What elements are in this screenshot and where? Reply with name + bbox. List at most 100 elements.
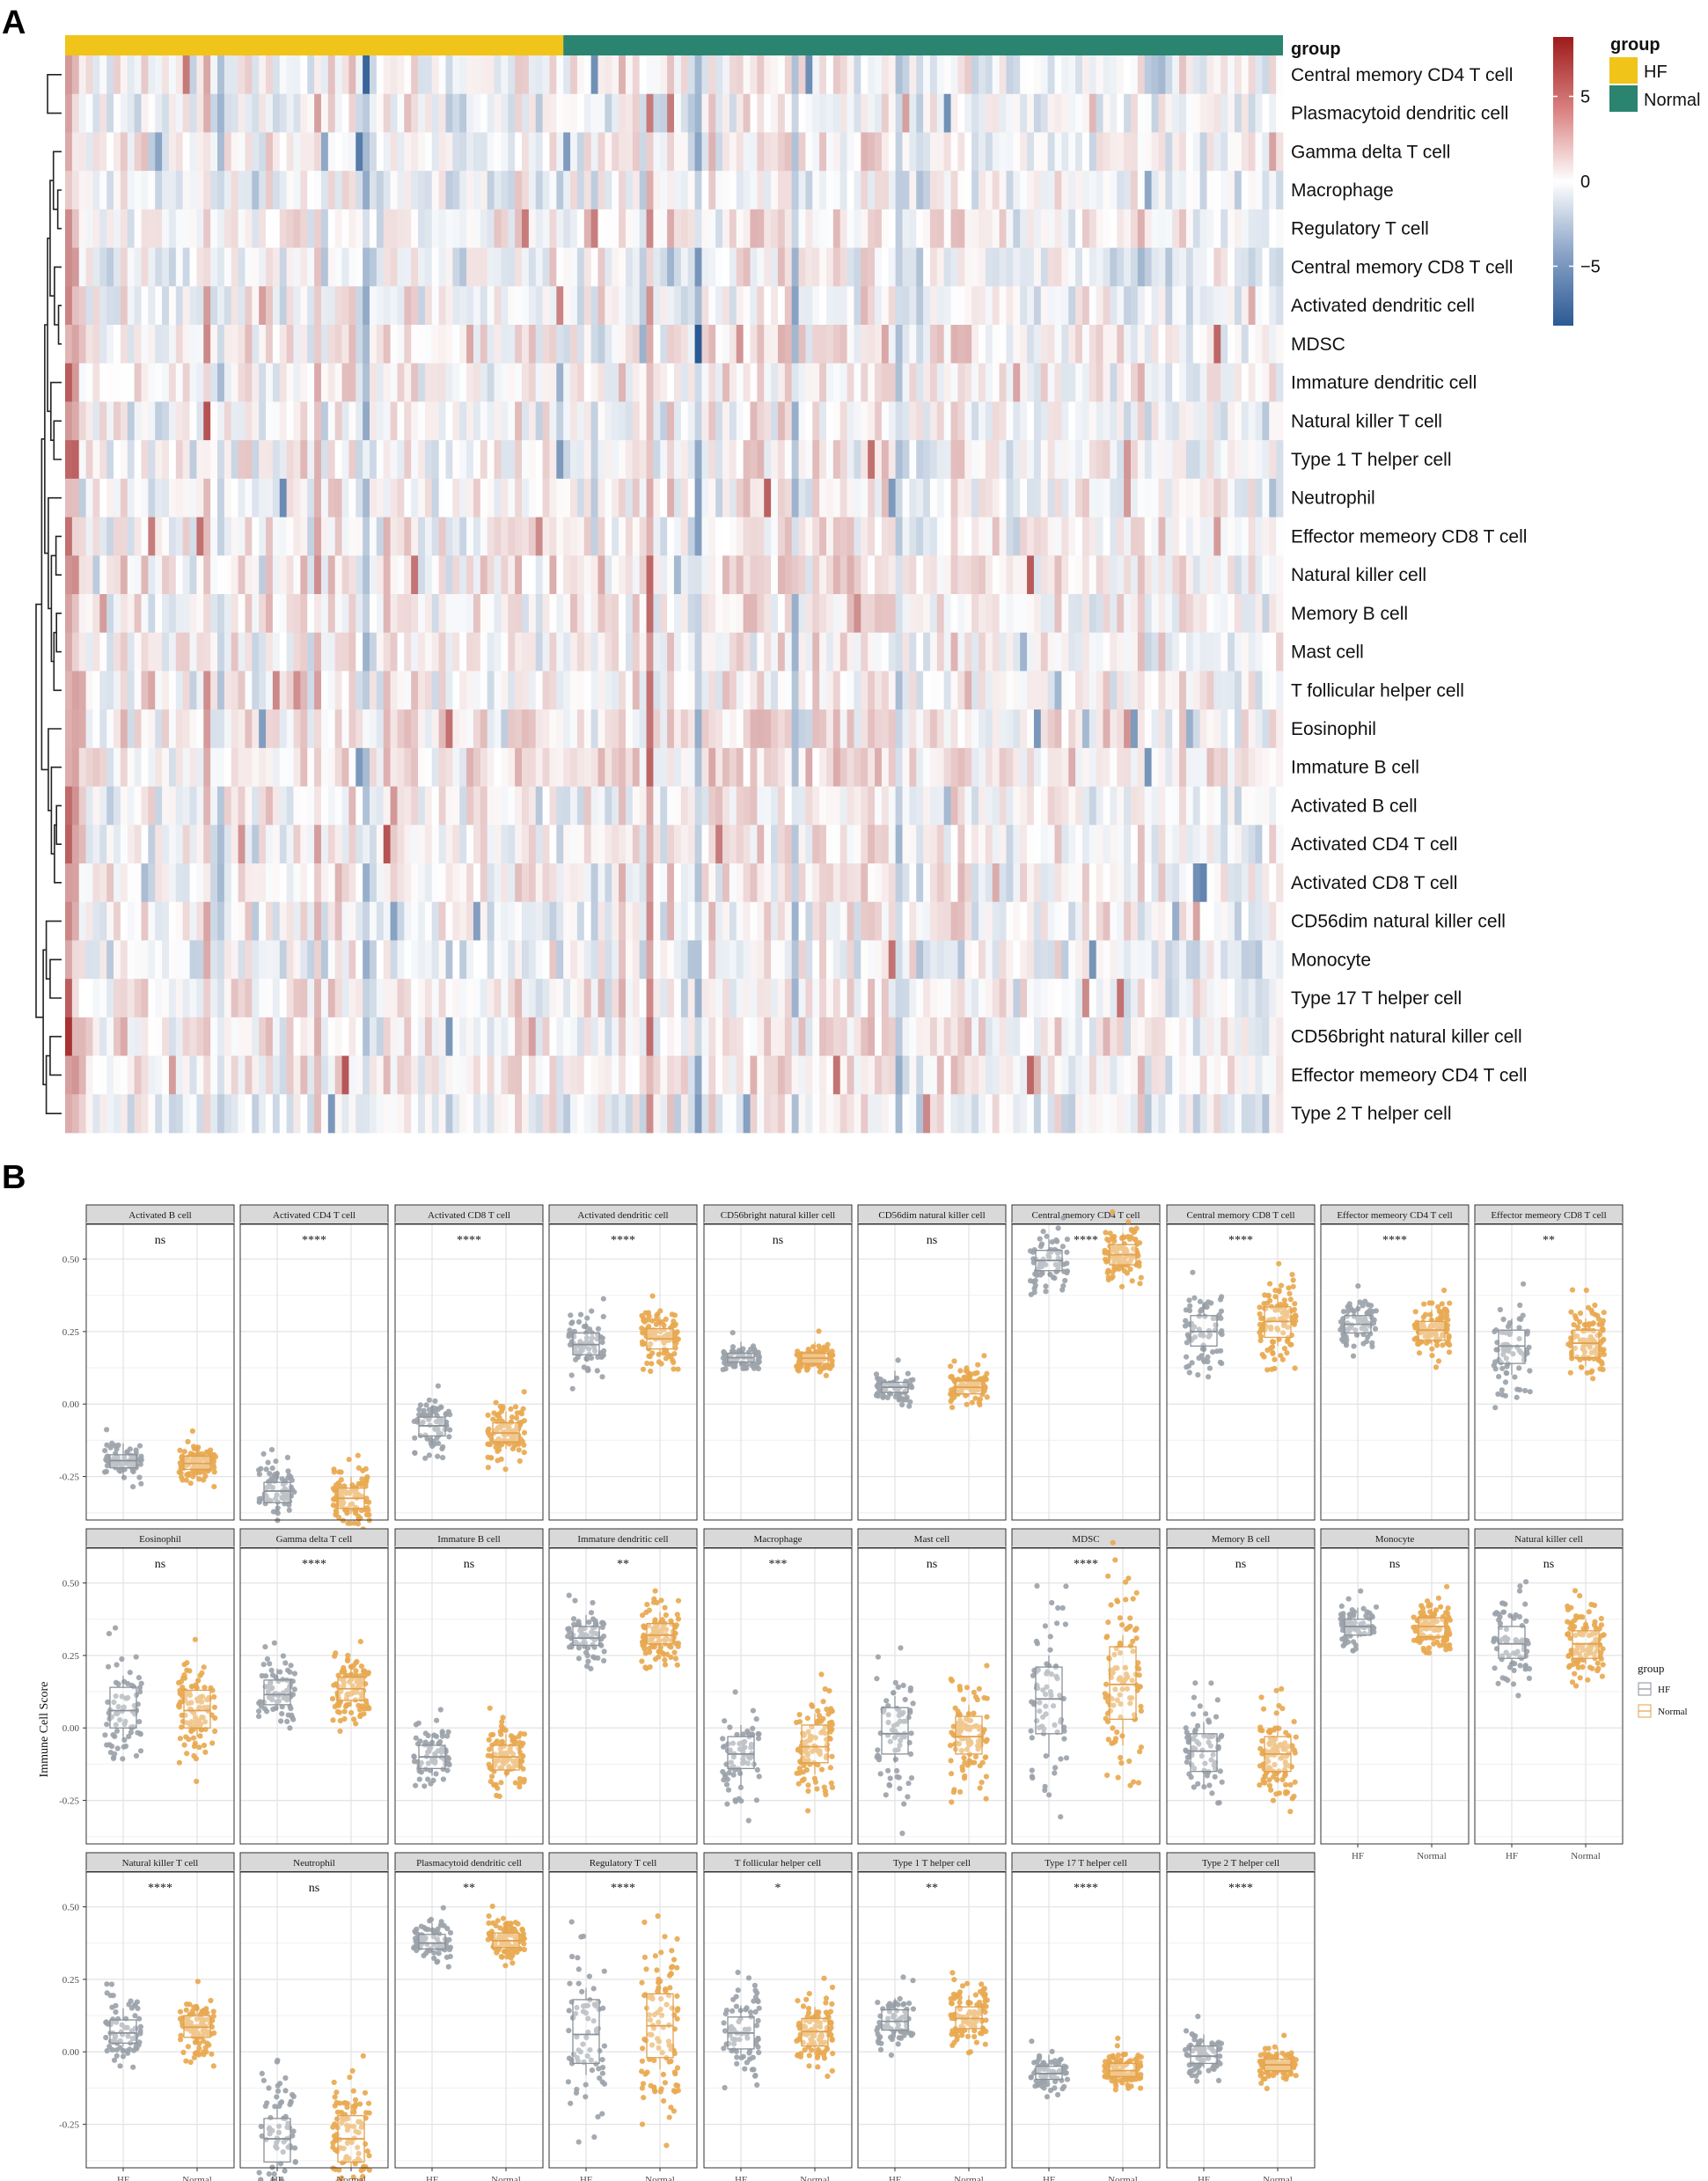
heatmap-cell (563, 1094, 571, 1134)
heatmap-cell (252, 440, 260, 480)
heatmap-cell (950, 979, 958, 1018)
heatmap-cell (722, 671, 730, 710)
heatmap-cell (750, 55, 758, 95)
heatmap-cell (916, 632, 924, 672)
heatmap-cell (397, 93, 405, 133)
heatmap-cell (106, 363, 114, 402)
heatmap-cell (106, 632, 114, 672)
heatmap-cell (1228, 1017, 1235, 1056)
heatmap-cell (168, 1017, 177, 1056)
heatmap-cell (971, 786, 979, 826)
heatmap-cell (999, 1094, 1007, 1134)
heatmap-cell (1081, 863, 1090, 903)
heatmap-cell (923, 747, 931, 787)
heatmap-cell (743, 363, 751, 402)
heatmap-cell (798, 171, 806, 210)
row-label-central-memory-cd4-t-cell: Central memory CD4 T cell (1291, 65, 1513, 85)
heatmap-cell (1213, 363, 1221, 402)
heatmap-cell (570, 709, 578, 749)
heatmap-cell (1158, 363, 1166, 402)
heatmap-cell (943, 247, 951, 287)
heatmap-cell (466, 786, 474, 826)
heatmap-cell (680, 555, 689, 595)
heatmap-cell (1061, 1055, 1069, 1095)
heatmap-cell (224, 1055, 232, 1095)
heatmap-cell (1144, 1055, 1152, 1095)
heatmap-cell (189, 209, 197, 248)
heatmap-cell (888, 325, 897, 364)
heatmap-cell (909, 940, 917, 980)
heatmap-cell (936, 747, 945, 787)
heatmap-cell (424, 171, 433, 210)
heatmap-cell (348, 671, 356, 710)
heatmap-cell (1131, 171, 1139, 210)
heatmap-cell (356, 594, 363, 634)
heatmap-cell (680, 786, 689, 826)
heatmap-cell (847, 132, 854, 172)
heatmap-cell (127, 171, 136, 210)
heatmap-cell (805, 401, 813, 441)
heatmap-cell (92, 979, 100, 1018)
heatmap-cell (334, 825, 342, 864)
heatmap-cell (127, 93, 136, 133)
heatmap-cell (1206, 632, 1214, 672)
heatmap-cell (875, 363, 883, 402)
heatmap-cell (909, 325, 917, 364)
heatmap-cell (210, 979, 218, 1018)
heatmap-cell (854, 325, 861, 364)
heatmap-cell (65, 325, 73, 364)
heatmap-cell (494, 1094, 502, 1134)
heatmap-cell (646, 594, 654, 634)
heatmap-cell (224, 401, 232, 441)
heatmap-cell (590, 555, 598, 595)
heatmap-cell (1075, 901, 1083, 941)
heatmap-cell (231, 440, 238, 480)
heatmap-cell (522, 632, 530, 672)
heatmap-cell (431, 93, 440, 133)
heatmap-cell (363, 93, 370, 133)
heatmap-cell (1185, 671, 1194, 710)
heatmap-cell (839, 247, 847, 287)
heatmap-cell (701, 401, 709, 441)
heatmap-cell (383, 171, 391, 210)
heatmap-cell (1054, 671, 1062, 710)
heatmap-cell (729, 363, 737, 402)
heatmap-cell (923, 401, 931, 441)
heatmap-cell (515, 709, 523, 749)
heatmap-cell (847, 632, 854, 672)
heatmap-cell (1054, 555, 1062, 595)
heatmap-cell (625, 55, 634, 95)
heatmap-cell (590, 594, 598, 634)
heatmap-cell (320, 325, 329, 364)
heatmap-cell (1221, 1017, 1228, 1056)
heatmap-cell (542, 671, 550, 710)
heatmap-cell (632, 93, 641, 133)
heatmap-cell (542, 1017, 550, 1056)
heatmap-cell (1269, 401, 1277, 441)
heatmap-cell (680, 325, 689, 364)
heatmap-cell (612, 709, 619, 749)
heatmap-cell (320, 594, 329, 634)
heatmap-cell (861, 709, 869, 749)
heatmap-cell (708, 747, 716, 787)
heatmap-cell (936, 247, 945, 287)
heatmap-cell (1179, 517, 1187, 556)
heatmap-cell (1165, 709, 1173, 749)
heatmap-cell (245, 671, 253, 710)
heatmap-cell (619, 594, 627, 634)
heatmap-cell (992, 440, 1000, 480)
heatmap-cell (791, 401, 799, 441)
heatmap-cell (162, 55, 170, 95)
heatmap-cell (861, 132, 869, 172)
heatmap-cell (334, 1094, 342, 1134)
heatmap-cell (92, 286, 100, 326)
heatmap-cell (334, 93, 342, 133)
heatmap-cell (1068, 901, 1076, 941)
heatmap-cell (494, 940, 502, 980)
heatmap-cell (1054, 93, 1062, 133)
heatmap-cell (957, 1055, 965, 1095)
heatmap-cell (992, 478, 1000, 518)
heatmap-cell (65, 1055, 73, 1095)
heatmap-cell (1040, 478, 1049, 518)
heatmap-cell (266, 747, 274, 787)
